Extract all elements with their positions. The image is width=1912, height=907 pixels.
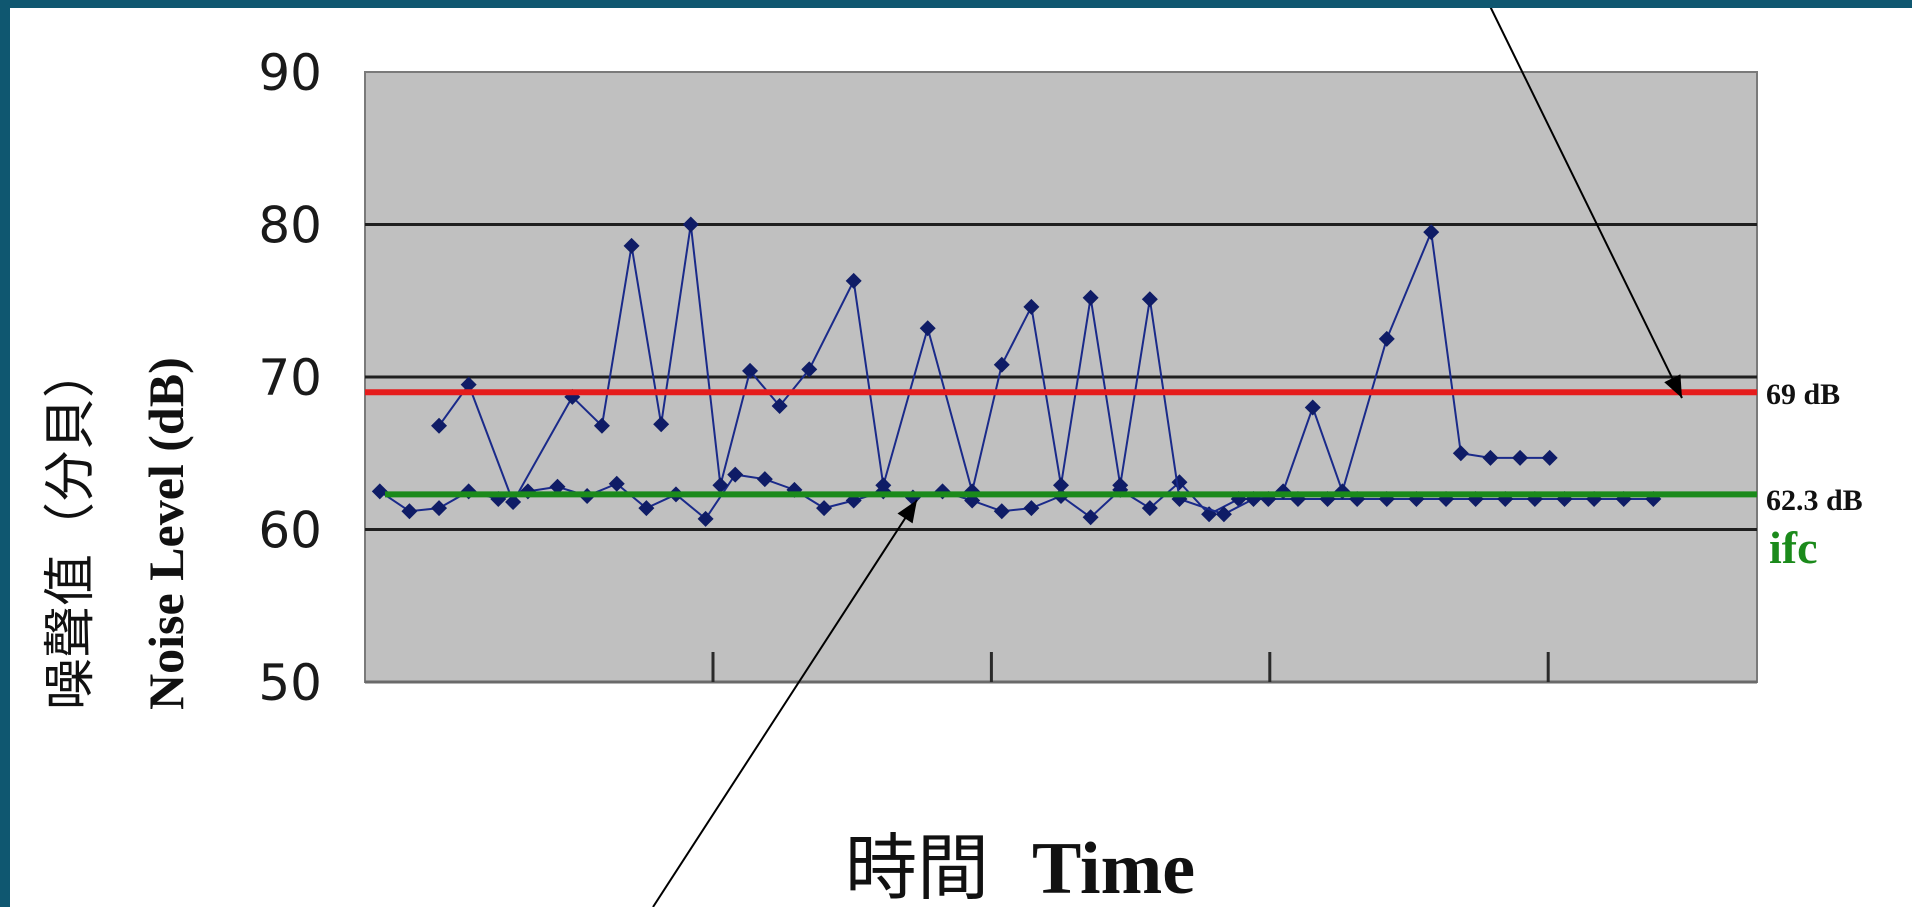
data-point <box>1023 298 1040 315</box>
data-point <box>653 416 670 433</box>
data-point <box>1112 477 1129 494</box>
data-point <box>727 466 744 483</box>
x-axis-label-chinese: 時間 <box>845 826 989 907</box>
data-point <box>993 503 1010 520</box>
y-tick-label-70: 70 <box>258 349 322 407</box>
data-point <box>1141 500 1158 517</box>
data-point <box>1541 449 1558 466</box>
arrow-to-69db-line-head <box>1664 374 1682 398</box>
y-tick-label-90: 90 <box>258 44 322 102</box>
data-point <box>1378 330 1395 347</box>
frame-border-left <box>0 0 10 907</box>
data-point <box>742 362 759 379</box>
arrow-to-62-3db-line-head <box>897 500 917 524</box>
y-tick-label-80: 80 <box>258 197 322 255</box>
data-point <box>816 500 833 517</box>
reference-label-62-3db: 62.3 dB <box>1766 484 1863 517</box>
data-point <box>1482 449 1499 466</box>
data-point <box>1512 449 1529 466</box>
arrow-to-69db-line-shaft <box>1486 0 1683 399</box>
data-point <box>593 417 610 434</box>
data-point <box>682 216 699 233</box>
data-point <box>371 483 388 500</box>
data-point <box>460 376 477 393</box>
data-point <box>1082 289 1099 306</box>
series-line-2 <box>438 224 1550 516</box>
data-point <box>1141 291 1158 308</box>
data-point <box>771 397 788 414</box>
reference-label-69db: 69 dB <box>1766 378 1840 411</box>
data-point <box>712 477 729 494</box>
annotation-arrows <box>652 0 1683 907</box>
ifc-annotation-label: ifc <box>1769 522 1818 573</box>
data-point <box>1304 399 1321 416</box>
data-point <box>401 503 418 520</box>
data-point <box>505 494 522 511</box>
data-point <box>549 478 566 495</box>
data-point <box>431 417 448 434</box>
data-point <box>993 356 1010 373</box>
data-point <box>608 475 625 492</box>
data-point <box>1023 500 1040 517</box>
data-point <box>919 320 936 337</box>
reference-lines <box>365 389 1757 498</box>
y-tick-labels: 50 60 70 80 90 <box>258 44 322 712</box>
data-point <box>801 361 818 378</box>
x-axis-label-english: Time <box>1032 828 1195 907</box>
data-point <box>697 510 714 527</box>
arrow-to-62-3db-line-shaft <box>652 499 918 907</box>
gridlines <box>365 223 1757 684</box>
data-point <box>1423 224 1440 241</box>
frame-border-top <box>0 0 1912 8</box>
data-point <box>1082 509 1099 526</box>
data-point <box>431 500 448 517</box>
data-point <box>1053 477 1069 494</box>
y-axis-label-english: Noise Level (dB) <box>138 357 194 710</box>
data-point <box>756 471 773 488</box>
data-point <box>623 237 640 254</box>
x-tick-marks <box>711 652 1550 682</box>
y-tick-label-50: 50 <box>258 654 322 712</box>
y-axis-label-chinese: 噪聲值（分貝） <box>41 346 101 710</box>
data-point <box>638 500 655 517</box>
data-point <box>875 477 892 494</box>
data-point <box>1452 445 1469 462</box>
data-point <box>845 272 862 289</box>
data-point <box>1215 506 1232 523</box>
y-tick-label-60: 60 <box>258 502 322 560</box>
